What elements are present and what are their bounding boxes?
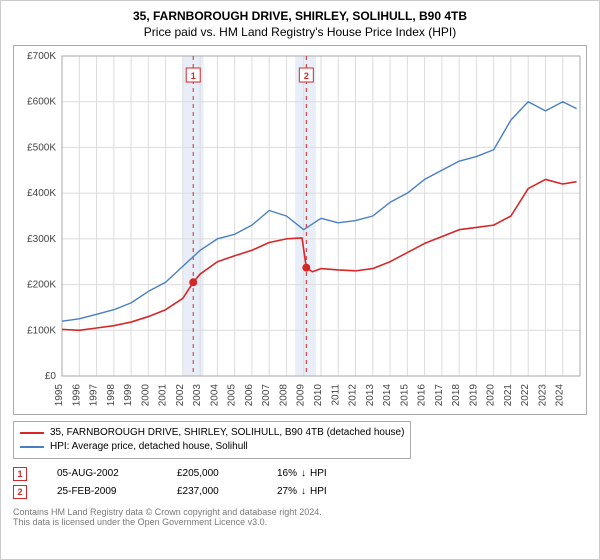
svg-text:2016: 2016 bbox=[417, 384, 428, 407]
svg-text:2019: 2019 bbox=[468, 384, 479, 407]
footnote-line1: Contains HM Land Registry data © Crown c… bbox=[13, 507, 587, 517]
svg-text:2006: 2006 bbox=[244, 384, 255, 407]
annotation-table: 1 05-AUG-2002 £205,000 16%↓HPI 2 25-FEB-2009 £… bbox=[13, 465, 587, 501]
footnote-line2: This data is licensed under the Open Gov… bbox=[13, 517, 587, 527]
svg-text:£300K: £300K bbox=[27, 234, 56, 245]
annotation-marker: 1 bbox=[13, 467, 27, 481]
svg-text:2020: 2020 bbox=[486, 384, 497, 407]
svg-text:£400K: £400K bbox=[27, 188, 56, 199]
annotation-price: £237,000 bbox=[177, 483, 247, 501]
svg-text:2013: 2013 bbox=[365, 384, 376, 407]
svg-text:2004: 2004 bbox=[209, 384, 220, 407]
annotation-date: 05-AUG-2002 bbox=[57, 465, 147, 483]
annotation-hpi: 16%↓HPI bbox=[277, 465, 327, 483]
arrow-down-icon: ↓ bbox=[301, 483, 306, 501]
annotation-date: 25-FEB-2009 bbox=[57, 483, 147, 501]
chart-legend: 35, FARNBOROUGH DRIVE, SHIRLEY, SOLIHULL… bbox=[13, 421, 411, 459]
annotation-hpi-label: HPI bbox=[310, 483, 327, 501]
chart-footnote: Contains HM Land Registry data © Crown c… bbox=[13, 507, 587, 527]
svg-text:2003: 2003 bbox=[192, 384, 203, 407]
annotation-row: 1 05-AUG-2002 £205,000 16%↓HPI bbox=[13, 465, 587, 483]
svg-text:2010: 2010 bbox=[313, 384, 324, 407]
svg-text:2005: 2005 bbox=[227, 384, 238, 407]
arrow-down-icon: ↓ bbox=[301, 465, 306, 483]
svg-text:2022: 2022 bbox=[520, 384, 531, 407]
chart-svg: £0 £100K £200K £300K £400K £500K £600K £700K 199… bbox=[14, 46, 588, 416]
legend-swatch bbox=[20, 432, 44, 434]
svg-text:2018: 2018 bbox=[451, 384, 462, 407]
svg-text:2017: 2017 bbox=[434, 384, 445, 407]
annotation-hpi: 27%↓HPI bbox=[277, 483, 327, 501]
svg-text:2024: 2024 bbox=[555, 384, 566, 407]
svg-text:2009: 2009 bbox=[296, 384, 307, 407]
svg-text:2000: 2000 bbox=[140, 384, 151, 407]
svg-text:£600K: £600K bbox=[27, 97, 56, 108]
svg-text:2008: 2008 bbox=[278, 384, 289, 407]
legend-swatch bbox=[20, 446, 44, 448]
svg-text:£500K: £500K bbox=[27, 142, 56, 153]
annotation-hpi-pct: 16% bbox=[277, 465, 297, 483]
svg-text:1: 1 bbox=[191, 71, 196, 81]
svg-text:2012: 2012 bbox=[348, 384, 359, 407]
annotation-hpi-pct: 27% bbox=[277, 483, 297, 501]
legend-label: HPI: Average price, detached house, Soli… bbox=[50, 440, 248, 454]
svg-text:1997: 1997 bbox=[89, 384, 100, 407]
svg-text:2015: 2015 bbox=[399, 384, 410, 407]
svg-text:2001: 2001 bbox=[158, 384, 169, 407]
svg-text:£0: £0 bbox=[45, 371, 57, 382]
annotation-marker: 2 bbox=[13, 485, 27, 499]
svg-text:1995: 1995 bbox=[54, 384, 65, 407]
annotation-row: 2 25-FEB-2009 £237,000 27%↓HPI bbox=[13, 483, 587, 501]
annotation-hpi-label: HPI bbox=[310, 465, 327, 483]
svg-text:2023: 2023 bbox=[537, 384, 548, 407]
legend-label: 35, FARNBOROUGH DRIVE, SHIRLEY, SOLIHULL… bbox=[50, 426, 404, 440]
legend-item: HPI: Average price, detached house, Soli… bbox=[20, 440, 404, 454]
svg-text:2021: 2021 bbox=[503, 384, 514, 407]
svg-text:2011: 2011 bbox=[330, 384, 341, 406]
svg-text:£100K: £100K bbox=[27, 325, 56, 336]
svg-text:2007: 2007 bbox=[261, 384, 272, 407]
svg-text:1996: 1996 bbox=[71, 384, 82, 407]
chart-container: 35, FARNBOROUGH DRIVE, SHIRLEY, SOLIHULL… bbox=[0, 0, 600, 560]
svg-text:2: 2 bbox=[304, 71, 309, 81]
svg-text:1999: 1999 bbox=[123, 384, 134, 407]
svg-text:2014: 2014 bbox=[382, 384, 393, 407]
chart-title-address: 35, FARNBOROUGH DRIVE, SHIRLEY, SOLIHULL… bbox=[13, 9, 587, 23]
svg-text:2002: 2002 bbox=[175, 384, 186, 407]
svg-text:£200K: £200K bbox=[27, 280, 56, 291]
annotation-price: £205,000 bbox=[177, 465, 247, 483]
svg-text:£700K: £700K bbox=[27, 51, 56, 62]
svg-text:1998: 1998 bbox=[106, 384, 117, 407]
legend-item: 35, FARNBOROUGH DRIVE, SHIRLEY, SOLIHULL… bbox=[20, 426, 404, 440]
chart-title-subtitle: Price paid vs. HM Land Registry's House … bbox=[13, 25, 587, 39]
chart-plot-area: £0 £100K £200K £300K £400K £500K £600K £700K 199… bbox=[13, 45, 587, 415]
